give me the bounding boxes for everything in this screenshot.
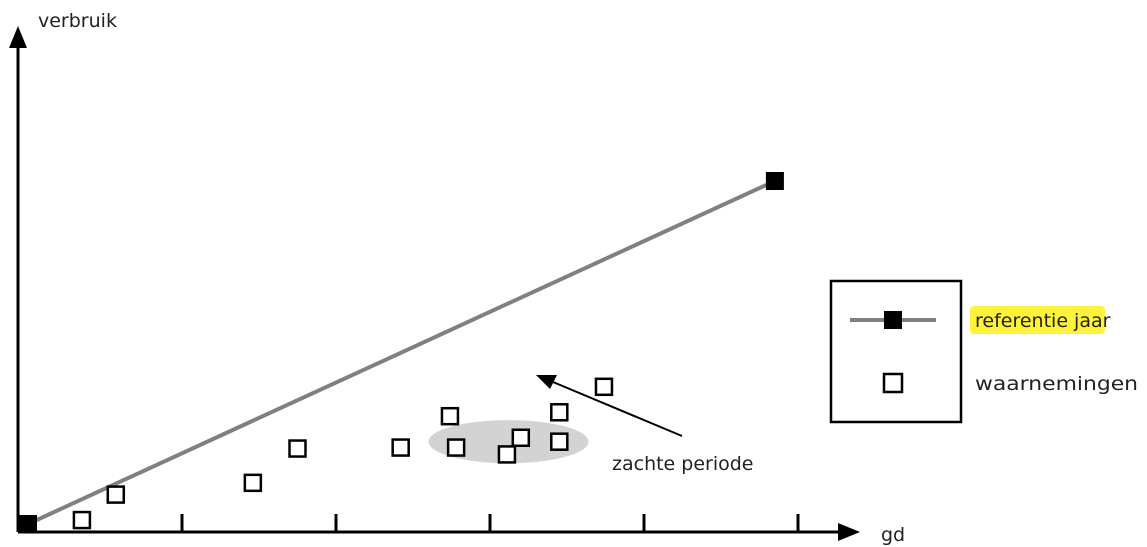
legend-box xyxy=(829,279,963,424)
legend-filled-square-icon xyxy=(884,311,902,329)
x-ticks xyxy=(180,514,800,532)
legend-highlight xyxy=(970,306,1105,334)
reference-points xyxy=(19,172,784,533)
x-axis-label: gd xyxy=(881,524,905,546)
soft-period-annotation: zachte periode xyxy=(536,375,754,475)
reference-point xyxy=(765,172,784,190)
observation-point xyxy=(446,438,466,457)
y-axis-arrow-icon xyxy=(9,26,27,48)
x-axis-arrow-icon xyxy=(838,523,860,541)
axes xyxy=(9,26,860,541)
observation-point xyxy=(550,403,569,422)
soft-period-label: zachte periode xyxy=(612,453,754,475)
observation-point xyxy=(72,510,92,530)
observation-point xyxy=(440,406,460,426)
observation-point xyxy=(497,445,517,464)
legend-open-square-icon xyxy=(882,372,904,394)
observation-point xyxy=(288,439,307,458)
annotation-arrow-line xyxy=(552,381,683,437)
observation-points xyxy=(72,377,614,530)
reference-line xyxy=(27,179,776,526)
legend: referentie jaar waarnemingen xyxy=(829,279,1138,424)
observation-point xyxy=(106,485,126,504)
soft-period-ellipse xyxy=(428,420,589,464)
annotation-arrow-icon xyxy=(536,375,557,389)
legend-label-observations: waarnemingen xyxy=(975,373,1138,395)
observation-point xyxy=(550,432,569,451)
observation-point xyxy=(391,438,410,457)
y-axis-label: verbruik xyxy=(38,10,117,32)
legend-label-reference: referentie jaar xyxy=(975,310,1111,332)
observation-point xyxy=(243,473,263,493)
observation-point xyxy=(594,377,614,397)
reference-point xyxy=(19,515,37,533)
observation-point xyxy=(511,428,531,448)
